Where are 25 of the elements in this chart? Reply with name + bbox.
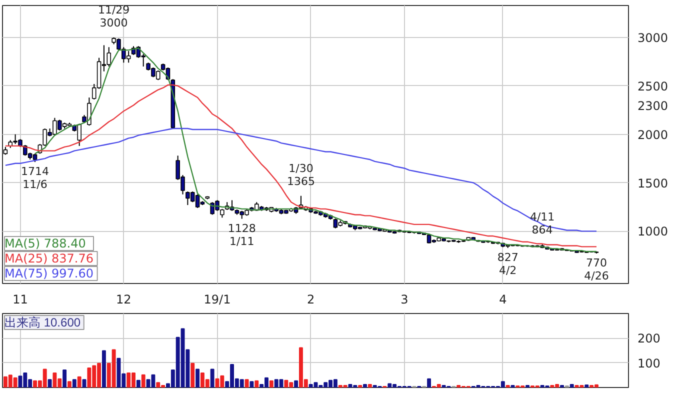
y-tick-label: 3000 [638, 30, 668, 45]
annotation: 770 4/26 [584, 256, 609, 282]
annotation: 4/11 864 [530, 210, 555, 236]
text: MA(75) 997.60 [4, 266, 94, 280]
x-tick-label: 2 [307, 292, 315, 306]
y-tick-label: 100 [638, 356, 660, 370]
y-tick-label: 200 [638, 332, 660, 346]
annotation: 1714 11/6 [21, 165, 50, 192]
annotation: 出来高 10.600 [4, 316, 81, 330]
text: MA(5) 788.40 [4, 236, 86, 250]
text: MA(25) 837.76 [4, 252, 94, 266]
annotation: 1128 1/11 [228, 222, 256, 248]
x-tick-label: 11 [12, 292, 28, 306]
annotation: 827 4/2 [497, 250, 518, 277]
y-tick-label: 2300 [638, 98, 668, 113]
y-tick-label: 1500 [638, 176, 668, 190]
x-tick-label: 3 [400, 292, 408, 306]
annotation: 1/30 1365 [286, 162, 315, 188]
y-tick-label: 1000 [638, 224, 668, 239]
x-tick-label: 12 [116, 292, 132, 306]
x-tick-label: 4 [499, 292, 507, 306]
annotation: 11/29 3000 [98, 3, 130, 30]
y-tick-label: 2500 [638, 79, 668, 94]
x-tick-label: 19/1 [204, 292, 231, 306]
y-tick-label: 2000 [638, 128, 668, 142]
